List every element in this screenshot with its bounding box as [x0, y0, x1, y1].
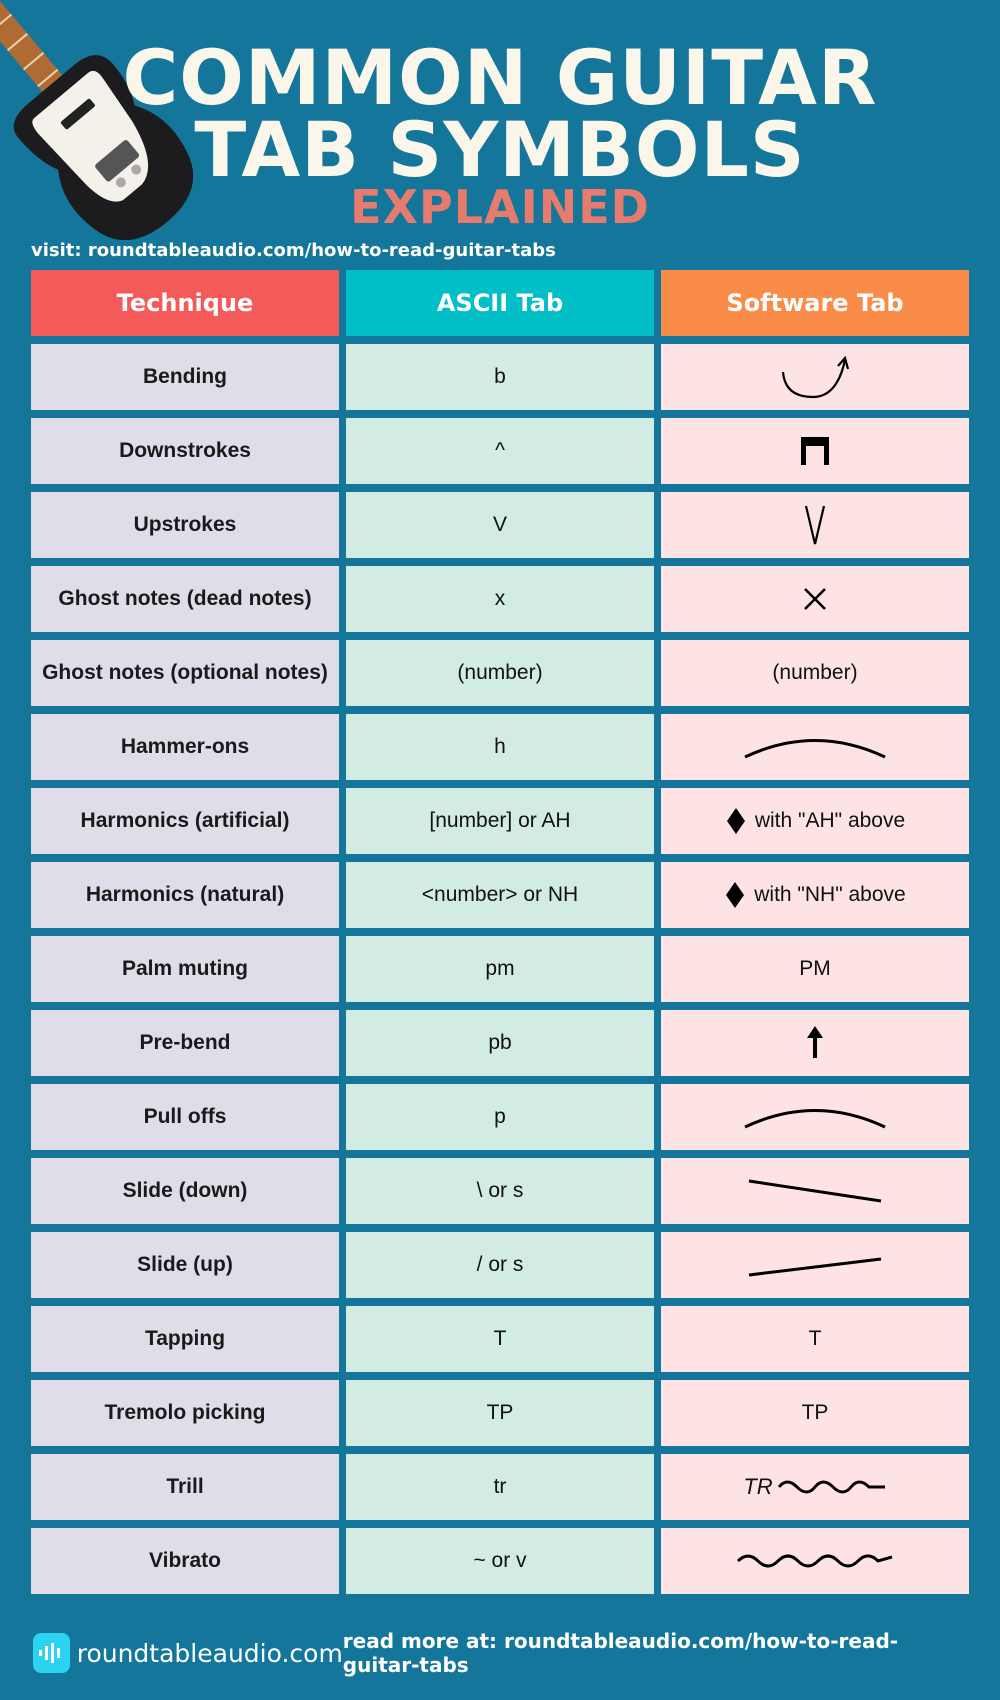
ascii-cell: T	[346, 1306, 654, 1372]
ascii-cell: <number> or NH	[346, 862, 654, 928]
footer: roundtableaudio.com read more at: roundt…	[33, 1629, 968, 1677]
table-row: Tremolo picking TP TP	[31, 1380, 969, 1446]
logo-icon	[33, 1633, 70, 1673]
table-row: Pull offs p	[31, 1084, 969, 1150]
software-cell	[661, 418, 969, 484]
ascii-cell: ^	[346, 418, 654, 484]
upstroke-icon	[804, 505, 826, 545]
table-row: Palm muting pm PM	[31, 936, 969, 1002]
sound-bars-icon	[39, 1643, 61, 1663]
table-row: Ghost notes (optional notes) (number) (n…	[31, 640, 969, 706]
technique-cell: Vibrato	[31, 1528, 339, 1594]
software-cell	[661, 714, 969, 780]
software-cell	[661, 344, 969, 410]
ascii-cell: tr	[346, 1454, 654, 1520]
software-cell	[661, 1158, 969, 1224]
software-label: with "AH" above	[754, 809, 906, 832]
technique-cell: Pre-bend	[31, 1010, 339, 1076]
ascii-cell: h	[346, 714, 654, 780]
technique-cell: Slide (up)	[31, 1232, 339, 1298]
downstroke-icon	[801, 437, 829, 465]
technique-cell: Pull offs	[31, 1084, 339, 1150]
software-cell: (number)	[661, 640, 969, 706]
software-cell: TR	[661, 1454, 969, 1520]
table-row: Hammer-ons h	[31, 714, 969, 780]
bend-arrow-icon	[781, 355, 850, 399]
page-title-line2: TAB SYMBOLS	[194, 105, 806, 194]
table-row: Upstrokes V	[31, 492, 969, 558]
table-row: Slide (up) / or s	[31, 1232, 969, 1298]
ascii-cell: pm	[346, 936, 654, 1002]
column-header-technique: Technique	[31, 270, 339, 336]
table-row: Ghost notes (dead notes) x	[31, 566, 969, 632]
software-cell	[661, 566, 969, 632]
technique-cell: Ghost notes (optional notes)	[31, 640, 339, 706]
ascii-cell: (number)	[346, 640, 654, 706]
slide-up-icon	[748, 1257, 882, 1277]
technique-cell: Hammer-ons	[31, 714, 339, 780]
slide-down-icon	[748, 1179, 882, 1203]
software-label: with "NH" above	[754, 883, 906, 906]
diamond-icon	[726, 808, 745, 834]
up-arrow-icon	[807, 1026, 823, 1058]
vibrato-wave-icon	[736, 1554, 893, 1568]
logo-text[interactable]: roundtableaudio.com	[76, 1638, 343, 1668]
software-cell: PM	[661, 936, 969, 1002]
software-cell: T	[661, 1306, 969, 1372]
ascii-cell: pb	[346, 1010, 654, 1076]
software-cell	[661, 1232, 969, 1298]
read-more-link[interactable]: read more at: roundtableaudio.com/how-to…	[342, 1629, 899, 1677]
software-cell	[661, 1010, 969, 1076]
ascii-cell: \ or s	[346, 1158, 654, 1224]
slur-arc-icon	[744, 1109, 886, 1129]
diamond-icon	[726, 882, 745, 908]
x-icon	[804, 588, 826, 610]
page-subtitle: EXPLAINED	[350, 180, 650, 234]
table-row: Pre-bend pb	[31, 1010, 969, 1076]
software-label: TR	[743, 1474, 773, 1499]
software-cell	[661, 1528, 969, 1594]
ascii-cell: x	[346, 566, 654, 632]
table-row: Vibrato ~ or v	[31, 1528, 969, 1594]
trill-wave-icon	[777, 1480, 885, 1494]
software-cell	[661, 1084, 969, 1150]
technique-cell: Harmonics (natural)	[31, 862, 339, 928]
technique-cell: Slide (down)	[31, 1158, 339, 1224]
technique-cell: Upstrokes	[31, 492, 339, 558]
table-row: Slide (down) \ or s	[31, 1158, 969, 1224]
visit-link[interactable]: visit: roundtableaudio.com/how-to-read-g…	[31, 240, 556, 261]
technique-cell: Tapping	[31, 1306, 339, 1372]
software-cell: with "AH" above	[661, 788, 969, 854]
ascii-cell: ~ or v	[346, 1528, 654, 1594]
table-row: Downstrokes ^	[31, 418, 969, 484]
table-row: Harmonics (artificial) [number] or AH wi…	[31, 788, 969, 854]
column-header-software: Software Tab	[661, 270, 969, 336]
table-row: Bending b	[31, 344, 969, 410]
technique-cell: Harmonics (artificial)	[31, 788, 339, 854]
ascii-cell: / or s	[346, 1232, 654, 1298]
ascii-cell: TP	[346, 1380, 654, 1446]
technique-cell: Bending	[31, 344, 339, 410]
ascii-cell: V	[346, 492, 654, 558]
ascii-cell: b	[346, 344, 654, 410]
technique-cell: Trill	[31, 1454, 339, 1520]
ascii-cell: [number] or AH	[346, 788, 654, 854]
software-cell: TP	[661, 1380, 969, 1446]
software-cell	[661, 492, 969, 558]
table-row: Trill tr TR	[31, 1454, 969, 1520]
column-header-ascii: ASCII Tab	[346, 270, 654, 336]
ascii-cell: p	[346, 1084, 654, 1150]
page-title-line1: COMMON GUITAR	[122, 33, 878, 122]
technique-cell: Palm muting	[31, 936, 339, 1002]
guitar-illustration	[0, 0, 194, 240]
tab-symbols-table: Technique ASCII Tab Software Tab Bending…	[31, 270, 969, 1594]
table-header-row: Technique ASCII Tab Software Tab	[31, 270, 969, 336]
slur-arc-icon	[744, 739, 886, 759]
table-row: Tapping T T	[31, 1306, 969, 1372]
table-row: Harmonics (natural) <number> or NH with …	[31, 862, 969, 928]
technique-cell: Tremolo picking	[31, 1380, 339, 1446]
software-cell: with "NH" above	[661, 862, 969, 928]
technique-cell: Ghost notes (dead notes)	[31, 566, 339, 632]
technique-cell: Downstrokes	[31, 418, 339, 484]
